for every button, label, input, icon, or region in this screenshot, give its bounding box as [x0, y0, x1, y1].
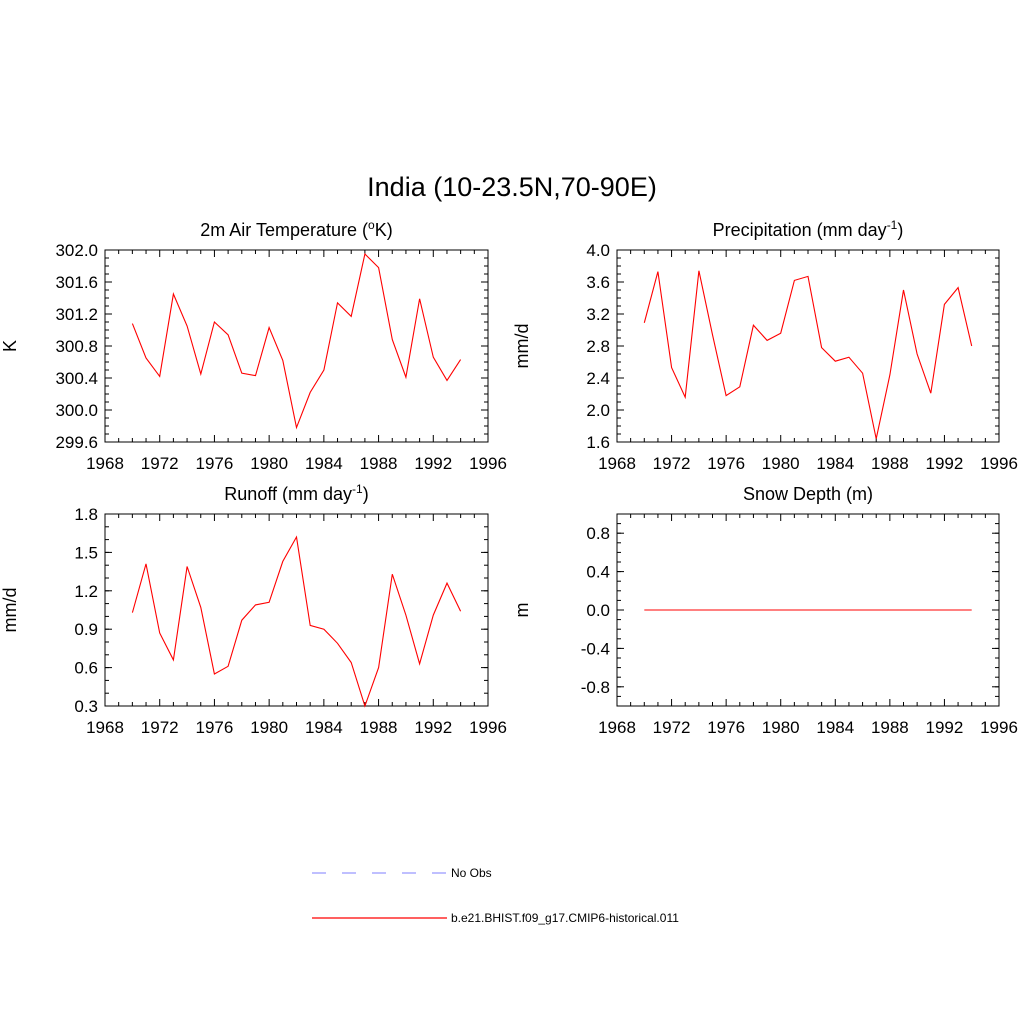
snow-depth-x-tick-label: 1976 [707, 718, 745, 737]
panels: 1968 1972 1976 1980 1984 1988 1992 1996 299.6 300… [0, 218, 1018, 737]
snow-depth-y-tick-label: 0.4 [586, 563, 610, 582]
precipitation-y-tick-label: 2.8 [586, 337, 610, 356]
runoff-x-tick-label: 1972 [141, 718, 179, 737]
temperature-x-tick-label: 1996 [469, 454, 507, 473]
runoff-x-tick-label: 1980 [250, 718, 288, 737]
snow-depth-x-tick-label: 1984 [816, 718, 854, 737]
temperature-x-tick-label: 1988 [360, 454, 398, 473]
temperature-y-tick-label: 301.6 [55, 273, 98, 292]
runoff-x-tick-label: 1988 [360, 718, 398, 737]
precipitation-y-tick-label: 1.6 [586, 433, 610, 452]
precipitation-y-tick-label: 4.0 [586, 241, 610, 260]
runoff-y-tick-label: 1.5 [74, 543, 98, 562]
snow-depth-panel: 1968 1972 1976 1980 1984 1988 1992 1996 -0.8 -0.4… [512, 484, 1018, 737]
runoff-x-tick-label: 1984 [305, 718, 343, 737]
temperature-series-line [131, 252, 462, 430]
runoff-panel: 1968 1972 1976 1980 1984 1988 1992 1996 0.3 0.6 0.… [0, 482, 507, 737]
runoff-y-tick-label: 1.2 [74, 582, 98, 601]
temperature-y-tick-label: 300.0 [55, 401, 98, 420]
snow-depth-x-tick-label: 1992 [926, 718, 964, 737]
precipitation-y-tick-label: 2.4 [586, 369, 610, 388]
snow-depth-y-tick-label: 0.0 [586, 601, 610, 620]
temperature-panel: 1968 1972 1976 1980 1984 1988 1992 1996 299.6 300… [0, 218, 507, 473]
runoff-x-tick-label: 1992 [414, 718, 452, 737]
runoff-x-tick-label: 1976 [196, 718, 234, 737]
precipitation-panel-title: Precipitation (mm day-1) [713, 218, 904, 240]
runoff-plot-frame [104, 513, 489, 707]
legend: No Obs b.e21.BHIST.f09_g17.CMIP6-histori… [312, 866, 679, 925]
precipitation-x-tick-label: 1984 [816, 454, 854, 473]
runoff-y-tick-label: 0.9 [74, 620, 98, 639]
snow-depth-x-tick-label: 1988 [871, 718, 909, 737]
precipitation-x-tick-label: 1996 [980, 454, 1018, 473]
snow-depth-y-tick-label: 0.8 [586, 524, 610, 543]
precipitation-x-tick-label: 1972 [653, 454, 691, 473]
runoff-series-line [131, 535, 462, 708]
temperature-x-tick-label: 1976 [196, 454, 234, 473]
precipitation-y-axis-label: mm/d [512, 324, 532, 369]
temperature-y-tick-label: 300.8 [55, 337, 98, 356]
runoff-y-tick-label: 1.8 [74, 505, 98, 524]
precipitation-x-tick-label: 1992 [926, 454, 964, 473]
legend-label-model: b.e21.BHIST.f09_g17.CMIP6-historical.011 [451, 911, 679, 925]
snow-depth-x-tick-label: 1968 [598, 718, 636, 737]
precipitation-panel: 1968 1972 1976 1980 1984 1988 1992 1996 1.6 2.0 2.… [512, 218, 1018, 473]
temperature-x-tick-label: 1992 [414, 454, 452, 473]
temperature-panel-title: 2m Air Temperature (oK) [200, 218, 392, 240]
precipitation-series-line [643, 270, 973, 439]
snow-depth-panel-title: Snow Depth (m) [743, 484, 873, 504]
snow-depth-x-tick-label: 1980 [762, 718, 800, 737]
precipitation-y-tick-label: 3.6 [586, 273, 610, 292]
temperature-y-tick-label: 302.0 [55, 241, 98, 260]
precipitation-y-tick-label: 2.0 [586, 401, 610, 420]
temperature-x-tick-label: 1984 [305, 454, 343, 473]
temperature-x-tick-label: 1980 [250, 454, 288, 473]
snow-depth-y-axis-label: m [512, 603, 532, 618]
runoff-x-tick-label: 1968 [86, 718, 124, 737]
figure-title: India (10-23.5N,70-90E) [367, 172, 657, 202]
runoff-y-tick-label: 0.3 [74, 697, 98, 716]
precipitation-x-tick-label: 1980 [762, 454, 800, 473]
precipitation-y-tick-label: 3.2 [586, 305, 610, 324]
runoff-y-axis-label: mm/d [0, 588, 20, 633]
precipitation-x-tick-label: 1968 [598, 454, 636, 473]
temperature-y-axis-label: K [0, 340, 20, 352]
temperature-y-tick-label: 301.2 [55, 305, 98, 324]
runoff-x-tick-label: 1996 [469, 718, 507, 737]
snow-depth-y-tick-label: -0.4 [581, 639, 610, 658]
snow-depth-x-tick-label: 1996 [980, 718, 1018, 737]
precipitation-x-tick-label: 1988 [871, 454, 909, 473]
runoff-y-tick-label: 0.6 [74, 659, 98, 678]
snow-depth-y-tick-label: -0.8 [581, 678, 610, 697]
temperature-y-tick-label: 300.4 [55, 369, 98, 388]
legend-label-no-obs: No Obs [451, 866, 492, 880]
snow-depth-x-tick-label: 1972 [653, 718, 691, 737]
temperature-x-tick-label: 1972 [141, 454, 179, 473]
precipitation-x-tick-label: 1976 [707, 454, 745, 473]
temperature-x-tick-label: 1968 [86, 454, 124, 473]
runoff-panel-title: Runoff (mm day-1) [224, 482, 368, 504]
temperature-y-tick-label: 299.6 [55, 433, 98, 452]
